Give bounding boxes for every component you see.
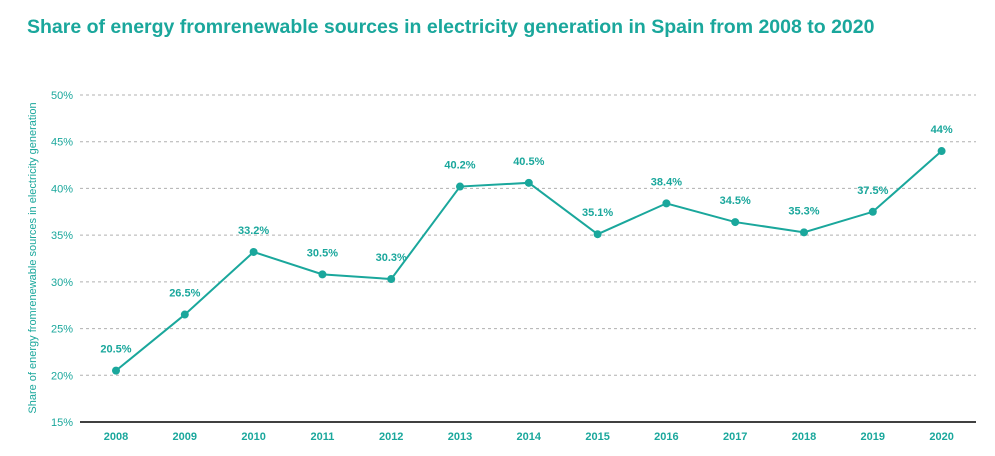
data-point: [524, 178, 533, 187]
data-label: 35.1%: [582, 207, 613, 219]
x-axis-ticks: 2008 2009 2010 2011 2012 2013 2014 2015 2016 2017…: [104, 431, 954, 443]
y-axis-title: Share of energy fromrenewable sources in…: [27, 102, 39, 413]
data-label: 33.2%: [238, 225, 269, 237]
x-tick-label: 2018: [792, 431, 816, 443]
data-label: 37.5%: [857, 185, 888, 197]
x-tick-label: 2016: [654, 431, 678, 443]
data-label: 35.3%: [788, 205, 819, 217]
x-tick-label: 2008: [104, 431, 128, 443]
data-point: [249, 247, 258, 256]
data-point: [800, 228, 808, 237]
x-tick-label: 2014: [517, 431, 542, 443]
x-tick-label: 2019: [861, 431, 885, 443]
data-label: 34.5%: [720, 195, 751, 207]
data-label: 40.5%: [513, 156, 544, 168]
data-label: 38.4%: [651, 176, 682, 188]
data-point: [937, 147, 946, 156]
data-points: [112, 147, 946, 375]
x-tick-label: 2010: [241, 431, 265, 443]
data-point: [456, 182, 464, 191]
y-tick-label: 30%: [51, 277, 73, 289]
gridlines: [80, 94, 976, 376]
data-point: [731, 218, 740, 227]
data-label: 30.3%: [376, 252, 407, 264]
data-label: 20.5%: [100, 344, 131, 356]
data-labels: 20.5% 26.5% 33.2% 30.5% 30.3% 40.2% 40.5% 35.1%…: [100, 124, 952, 356]
y-tick-label: 40%: [51, 183, 73, 195]
data-point: [662, 199, 671, 208]
y-tick-label: 20%: [51, 370, 73, 382]
data-label: 30.5%: [307, 247, 338, 259]
data-point: [112, 366, 120, 375]
data-point: [180, 310, 189, 319]
y-tick-label: 15%: [51, 417, 73, 429]
x-tick-label: 2013: [448, 431, 472, 443]
x-tick-label: 2011: [310, 431, 334, 443]
data-point: [868, 207, 877, 216]
data-label: 26.5%: [169, 288, 200, 300]
x-tick-label: 2020: [929, 431, 953, 443]
y-axis-ticks: 15% 20% 25% 30% 35% 40% 45% 50%: [51, 90, 73, 429]
data-point: [593, 230, 602, 239]
data-label: 40.2%: [444, 160, 475, 172]
x-tick-label: 2015: [585, 431, 609, 443]
y-tick-label: 25%: [51, 324, 73, 336]
y-tick-label: 45%: [51, 137, 73, 149]
y-tick-label: 50%: [51, 90, 73, 102]
chart-title: Share of energy fromrenewable sources in…: [27, 16, 875, 38]
x-tick-label: 2012: [379, 431, 403, 443]
data-point: [318, 270, 327, 279]
data-point: [387, 275, 396, 284]
x-tick-label: 2017: [723, 431, 747, 443]
x-tick-label: 2009: [173, 431, 197, 443]
data-label: 44%: [931, 124, 953, 136]
y-tick-label: 35%: [51, 230, 73, 242]
